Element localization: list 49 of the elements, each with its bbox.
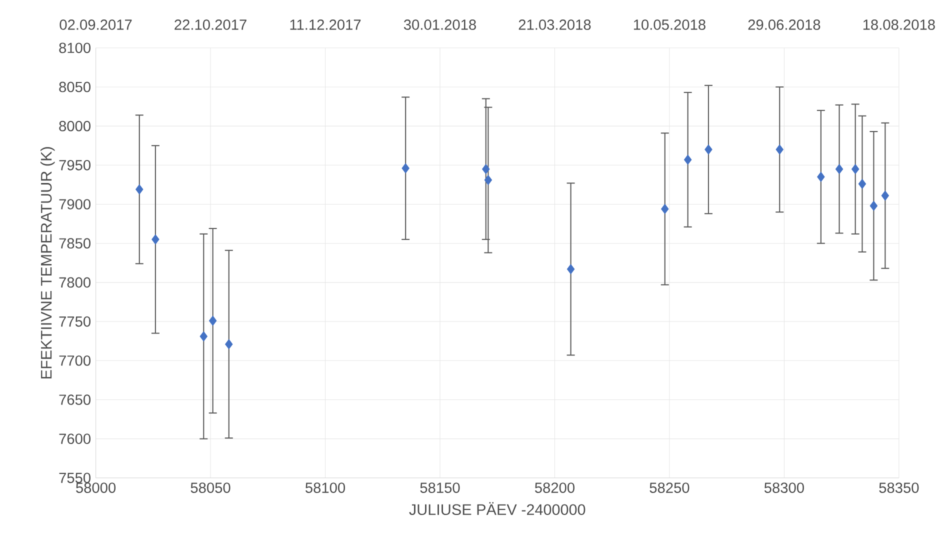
y-tick-label: 7700 (59, 356, 90, 366)
point (136, 184, 144, 195)
point (225, 339, 233, 350)
x2-tick-label: 29.06.2018 (748, 20, 820, 30)
x-tick-label: 58050 (190, 482, 230, 494)
point (484, 175, 492, 186)
x2-tick-label: 10.05.2018 (634, 20, 706, 30)
y-tick-label: 7800 (59, 277, 90, 288)
x-tick-label: 58150 (420, 482, 460, 494)
x2-tick-label: 21.03.2018 (518, 20, 591, 30)
x2-tick-label: 11.12.2017 (290, 20, 361, 30)
point (817, 172, 825, 182)
y-tick-label: 7900 (59, 199, 90, 210)
y-tick-label: 7750 (59, 316, 90, 327)
y-tick-label: 7950 (59, 160, 90, 170)
point (208, 316, 217, 326)
y-tick-label: 7600 (59, 434, 90, 444)
point (402, 163, 410, 174)
point (858, 179, 866, 190)
y-tick-label: 8000 (59, 121, 90, 132)
point (881, 190, 890, 201)
y-tick-label: 8100 (59, 42, 90, 54)
point (661, 204, 669, 214)
point (776, 144, 784, 155)
point (870, 200, 878, 211)
point (684, 154, 692, 165)
x-tick-label: 58100 (306, 482, 346, 494)
y-tick-label: 7650 (59, 394, 90, 406)
y-axis-title: EFEKTIIVNE TEMPERATUUR (K) (40, 147, 55, 378)
point (851, 164, 860, 174)
y-tick-label: 7550 (59, 472, 90, 484)
x2-tick-label: 22.10.2017 (174, 20, 246, 30)
x-tick-label: 58250 (650, 482, 690, 494)
point (200, 331, 208, 342)
x2-tick-label: 30.01.2018 (404, 20, 476, 30)
x-tick-label: 58000 (76, 482, 116, 494)
point (704, 144, 712, 155)
x2-tick-label: 18.08.2018 (863, 20, 935, 30)
point (566, 264, 575, 274)
point (152, 234, 160, 245)
y-tick-label: 7850 (59, 238, 90, 249)
x-tick-label: 58200 (534, 482, 574, 494)
x2-tick-label: 02.09.2017 (60, 20, 132, 30)
x-tick-label: 58350 (879, 482, 919, 494)
y-tick-label: 8050 (59, 82, 90, 92)
point (482, 164, 490, 174)
point (835, 164, 844, 174)
x-tick-label: 58300 (764, 482, 804, 494)
x-axis-title: JULIUSE PÄEV -2400000 (409, 502, 586, 516)
